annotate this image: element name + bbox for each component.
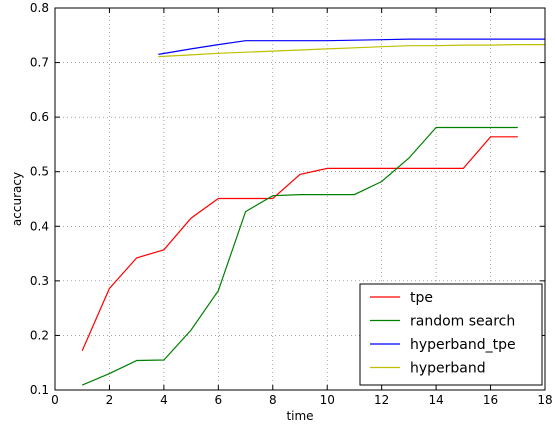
x-tick-label: 16 [483,393,498,407]
x-tick-label: 2 [106,393,114,407]
x-tick-label: 0 [51,393,59,407]
series-lines [81,38,545,386]
x-tick-label: 18 [537,393,552,407]
x-tick-label: 6 [215,393,223,407]
x-tick-label: 8 [269,393,277,407]
y-tick-label: 0.1 [30,383,49,397]
series-line-hyperband-tpe [158,38,545,55]
x-tick-label: 12 [374,393,389,407]
legend-label-hyperband-tpe: hyperband_tpe [410,337,516,353]
legend-box [359,283,543,386]
legend: tpe random search hyperband_tpe hyperband [359,283,543,386]
y-tick-label: 0.2 [30,328,49,342]
y-tick-label: 0.7 [30,56,49,70]
y-axis-label: accuracy [10,172,24,226]
x-tick-label: 4 [160,393,168,407]
series-line-random-search [81,126,518,386]
legend-label-random-search: random search [410,314,515,330]
axis-ticks [54,7,546,391]
plot-frame [54,7,546,391]
x-tick-label: 10 [320,393,335,407]
legend-label-tpe: tpe [410,290,433,306]
y-tick-label: 0.8 [30,1,49,15]
y-tick-label: 0.5 [30,165,49,179]
y-tick-label: 0.6 [30,110,49,124]
y-tick-label: 0.4 [30,219,49,233]
legend-label-hyperband: hyperband [410,361,486,377]
series-line-tpe [81,136,518,351]
axis-tick-labels: 0 2 4 6 8 10 12 14 16 18 0.1 0.2 0.3 0.4 0.5 0.6 0.7 0.8 [30,1,553,407]
x-tick-label: 14 [428,393,443,407]
x-axis-label: time [286,409,313,423]
y-tick-label: 0.3 [30,274,49,288]
series-line-hyperband [158,43,545,58]
